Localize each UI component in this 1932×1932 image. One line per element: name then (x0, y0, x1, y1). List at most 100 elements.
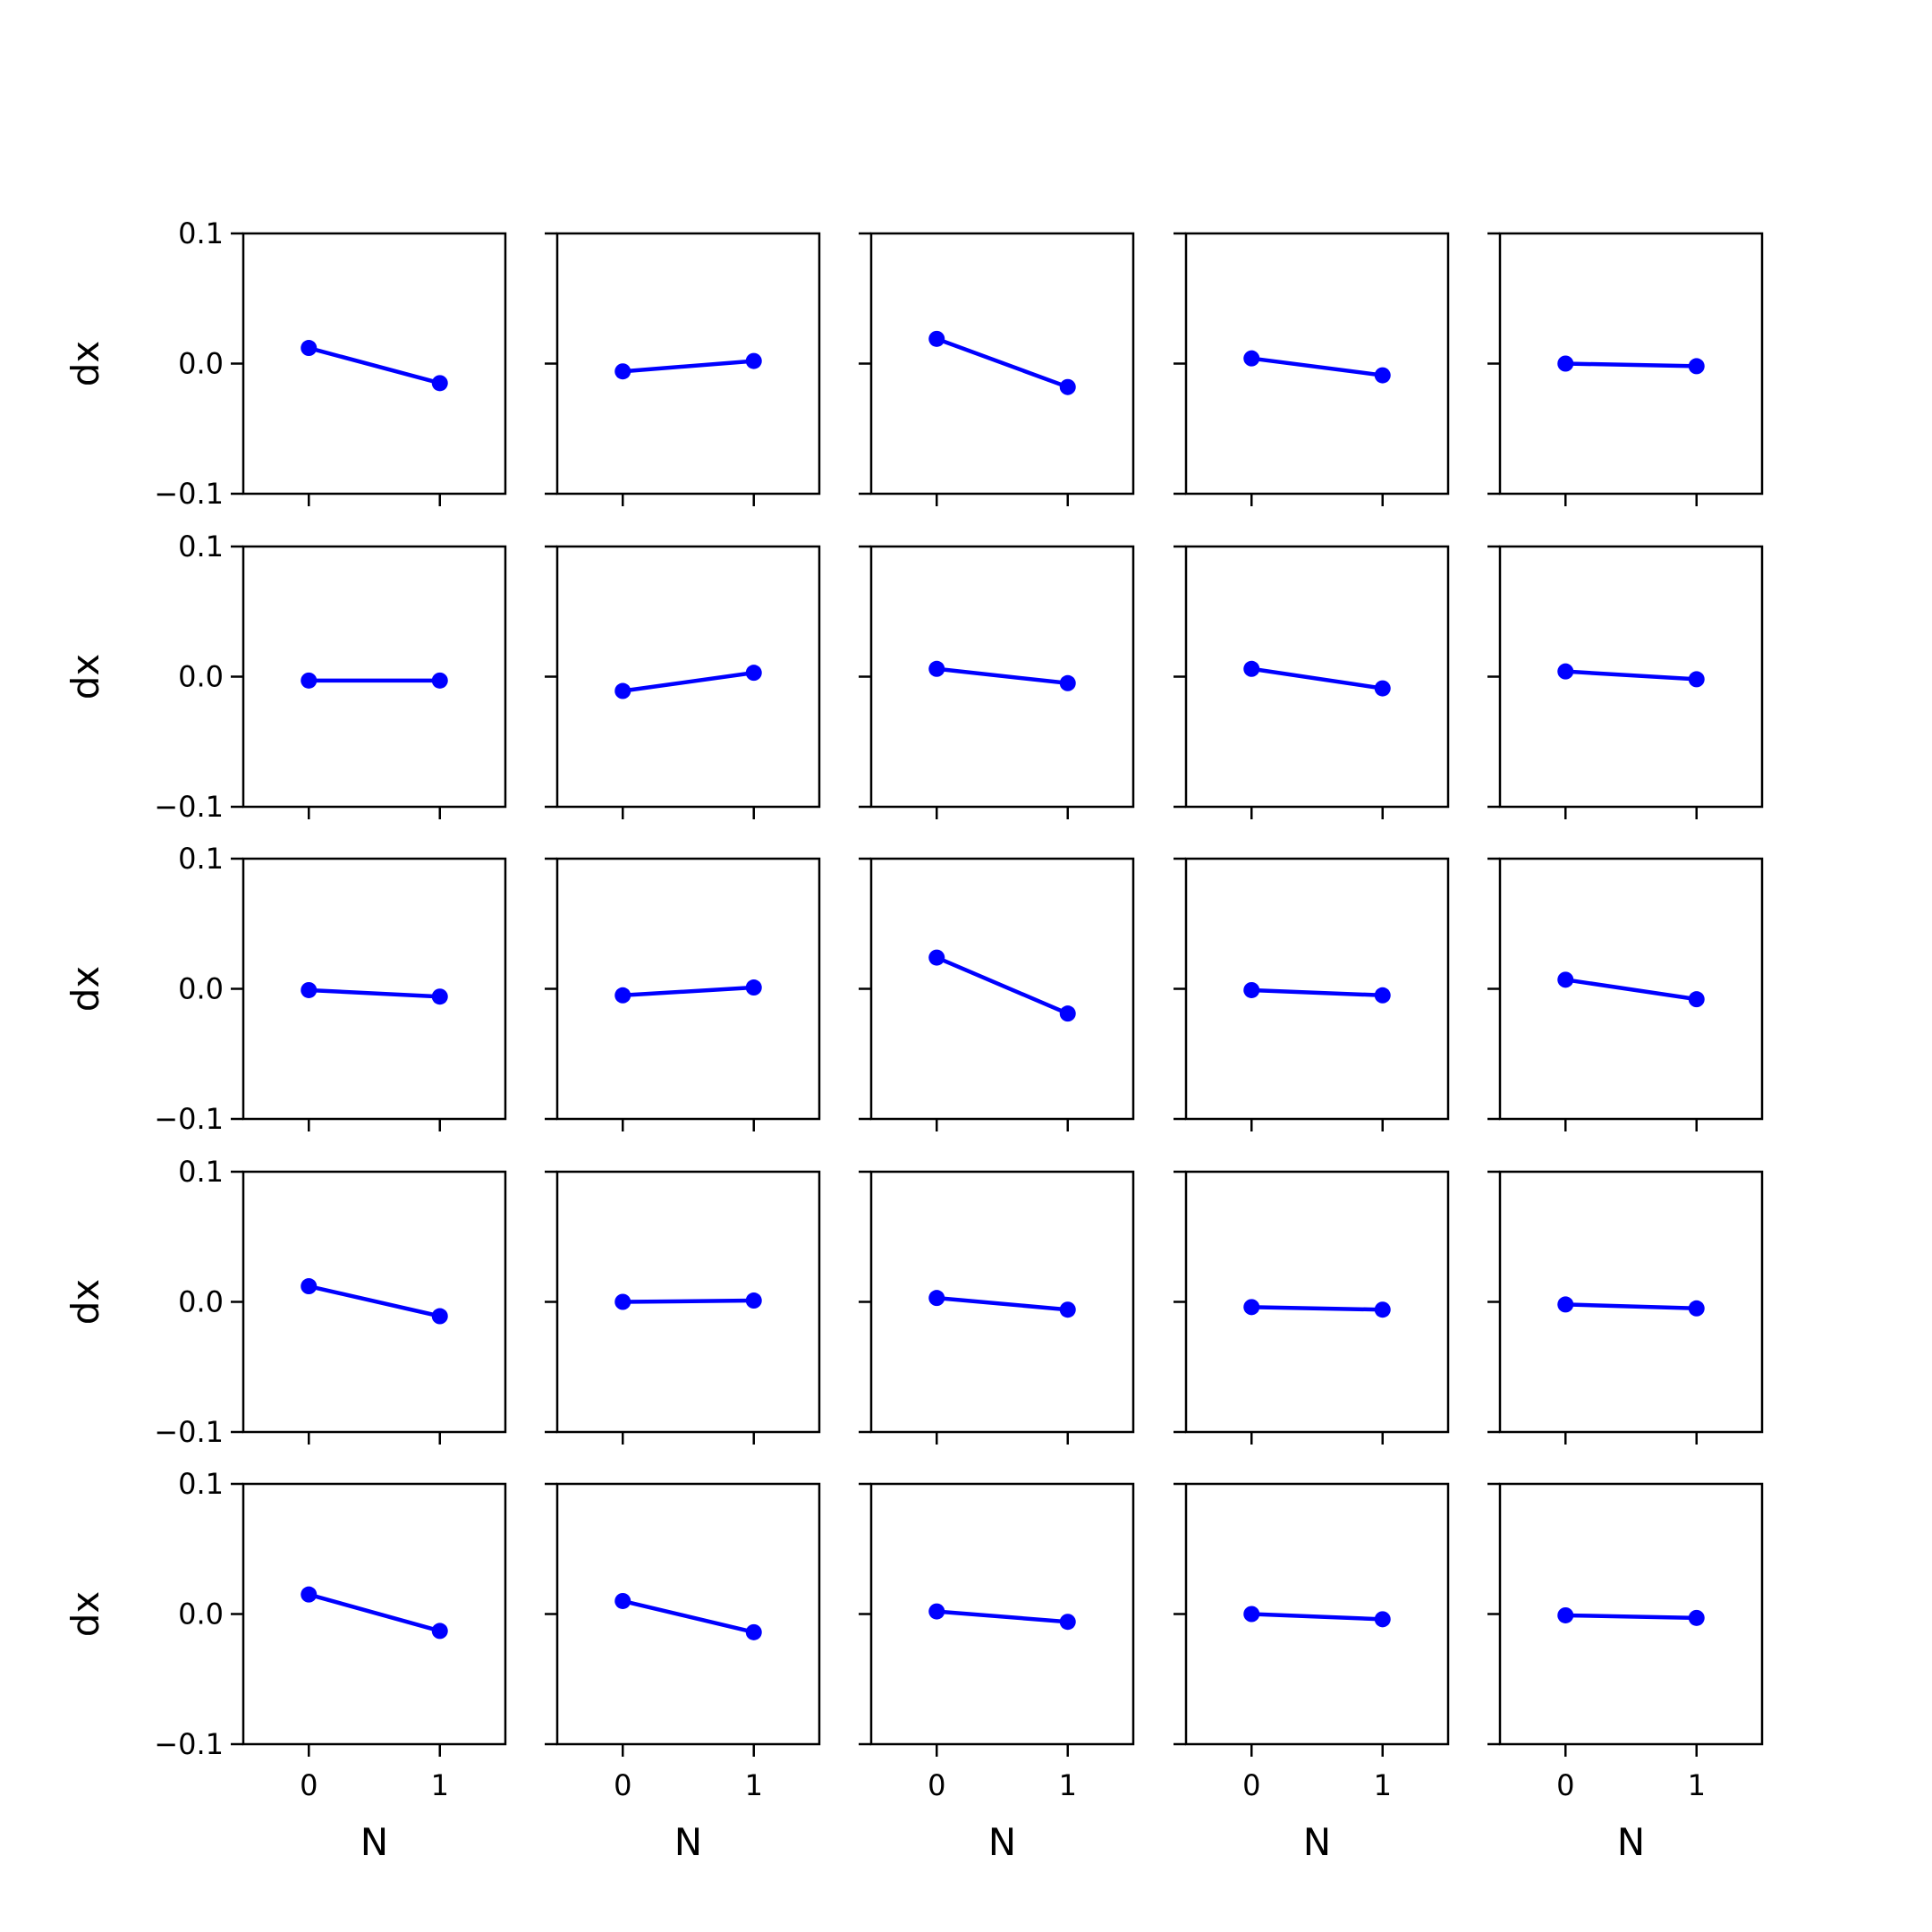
x-tick-label: 1 (1059, 1768, 1077, 1802)
y-axis-label: dx (64, 1279, 107, 1326)
data-point (431, 1623, 448, 1640)
x-tick-label: 0 (928, 1768, 945, 1802)
subplot-r4-c1: −0.1 0.0 0.1 dx (64, 1155, 507, 1449)
subplot-r2-c4 (1174, 545, 1450, 819)
data-point (1059, 1301, 1076, 1318)
subplot-r5-c3: 0 1 N (859, 1482, 1135, 1864)
subplot-grid: −0.10.00.1dx−0.10.00.1dx−0.10.00.1dx−0.1… (64, 216, 1764, 1864)
subplot-r4-c4 (1174, 1170, 1450, 1445)
subplot-r3-c2 (545, 857, 821, 1131)
data-point (301, 1586, 318, 1603)
data-point (301, 981, 318, 998)
subplot-r5-c2: 0 1 N (545, 1482, 821, 1864)
series-line (1250, 666, 1384, 691)
series-line (936, 1295, 1068, 1312)
data-point (1557, 1606, 1574, 1623)
data-point (614, 363, 631, 380)
data-point (1243, 1299, 1260, 1316)
subplot-r4-c2 (545, 1170, 821, 1445)
y-axis-label: dx (64, 1591, 107, 1638)
x-tick-label: 0 (614, 1768, 631, 1802)
subplot-r1-c2 (545, 232, 821, 506)
data-point (431, 988, 448, 1005)
y-tick-label: 0.1 (178, 216, 224, 250)
data-point (928, 1603, 945, 1620)
series-line (623, 985, 754, 998)
data-point (928, 330, 945, 347)
data-point (745, 1292, 762, 1309)
subplot-r1-c3 (859, 232, 1135, 506)
y-tick-label: 0.0 (178, 660, 224, 694)
y-tick-label: 0.0 (178, 972, 224, 1006)
data-point (1243, 350, 1260, 367)
series-line (622, 1598, 755, 1635)
data-point (745, 352, 762, 369)
subplot-r1-c5 (1487, 232, 1764, 506)
data-point (1243, 660, 1260, 677)
data-point (745, 665, 762, 682)
data-point (1557, 663, 1574, 680)
subplot-r4-c5 (1487, 1170, 1764, 1445)
subplot-r5-c1: −0.1 0.0 0.1 0 1 dx N (64, 1467, 507, 1864)
x-axis-label: N (674, 1820, 702, 1864)
y-tick-label: 0.0 (178, 1285, 224, 1319)
data-point (431, 375, 448, 392)
y-axis-label: dx (64, 341, 107, 387)
subplot-r3-c5 (1487, 857, 1764, 1131)
subplot-r1-c1: −0.1 0.0 0.1 dx (64, 216, 507, 511)
y-tick-label: 0.1 (178, 1467, 224, 1501)
y-tick-label: −0.1 (154, 790, 224, 824)
x-axis-label: N (1303, 1820, 1331, 1864)
data-point (745, 1623, 762, 1640)
data-point (1374, 1611, 1391, 1628)
y-axis-label: dx (64, 654, 107, 700)
series-line (1565, 1613, 1697, 1621)
subplot-r4-c3 (859, 1170, 1135, 1445)
subplot-r3-c3 (859, 857, 1135, 1131)
x-tick-label: 0 (300, 1768, 318, 1802)
series-line (936, 336, 1069, 389)
series-line (1565, 1302, 1697, 1311)
series-line (308, 1592, 441, 1633)
x-tick-label: 1 (745, 1768, 763, 1802)
data-point (301, 672, 318, 689)
data-point (431, 672, 448, 689)
series-line (1251, 1612, 1383, 1622)
series-line (936, 666, 1068, 686)
data-point (1243, 1606, 1260, 1623)
y-tick-label: −0.1 (154, 477, 224, 511)
subplot-r5-c5: 0 1 N (1487, 1482, 1764, 1864)
series-line (622, 670, 755, 693)
y-tick-label: 0.1 (178, 842, 224, 876)
data-point (745, 979, 762, 996)
data-point (301, 1278, 318, 1295)
data-point (1059, 1614, 1076, 1631)
subplot-r3-c1: −0.1 0.0 0.1 dx (64, 842, 507, 1136)
x-axis-label: N (1617, 1820, 1645, 1864)
data-point (1374, 680, 1391, 697)
y-tick-label: −0.1 (154, 1415, 224, 1449)
data-point (1688, 358, 1705, 375)
subplot-r5-c4: 0 1 N (1174, 1482, 1450, 1864)
x-axis-label: N (360, 1820, 388, 1864)
data-point (1557, 355, 1574, 372)
data-point (614, 682, 631, 699)
series-line (1251, 987, 1383, 998)
data-point (928, 660, 945, 677)
y-axis-label: dx (64, 966, 107, 1013)
subplot-r2-c1: −0.1 0.0 0.1 dx (64, 530, 507, 824)
data-point (1688, 1300, 1705, 1317)
data-point (1059, 378, 1076, 395)
x-axis-label: N (988, 1820, 1016, 1864)
data-point (1243, 981, 1260, 998)
subplot-r2-c2 (545, 545, 821, 819)
x-tick-label: 1 (1688, 1768, 1706, 1802)
series-line (1565, 361, 1697, 369)
y-tick-label: 0.1 (178, 1155, 224, 1189)
x-tick-label: 1 (431, 1768, 449, 1802)
x-tick-label: 0 (1556, 1768, 1574, 1802)
series-line (1564, 978, 1698, 1002)
series-line (1565, 669, 1697, 682)
y-tick-label: −0.1 (154, 1727, 224, 1761)
